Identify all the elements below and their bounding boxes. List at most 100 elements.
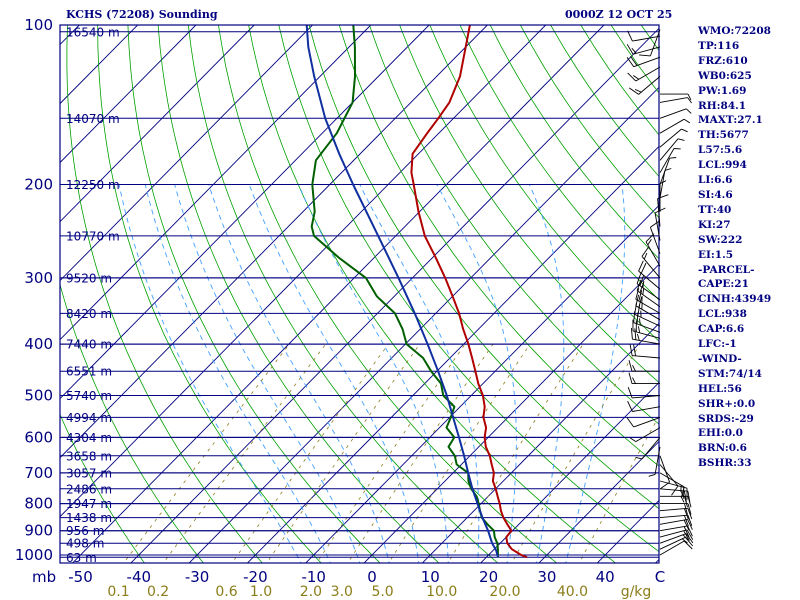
wind-barb [659,518,693,531]
wind-barb [659,108,692,119]
temperature-tick-label: -20 [243,568,268,586]
moist-adiabat [528,184,565,563]
parcel-curve [305,25,499,558]
mixing-ratio-label: 5.0 [371,584,393,600]
index-item: CAP:6.6 [698,323,745,336]
wind-barb [659,128,688,148]
wind-barb [628,372,660,385]
index-item: BRN:0.6 [698,442,747,455]
height-label: 3658 m [66,449,112,463]
wind-barb [627,30,661,42]
dry-adiabat [157,25,440,563]
mixing-ratio-label: 2.0 [300,584,322,600]
isotherm-line [60,25,255,223]
dry-adiabat [489,25,659,260]
wind-barb [659,455,671,490]
mixing-ratio-label: 0.2 [147,584,169,600]
pressure-tick-label: 900 [24,522,53,540]
index-item: KI:27 [698,218,731,231]
wind-barb [659,540,693,556]
index-item: SI:4.6 [698,188,733,201]
temperature-tick-label: 10 [421,568,440,586]
wind-barb [659,157,677,185]
wind-barb [659,529,694,541]
dry-adiabat [459,25,659,301]
wind-barb [649,220,661,254]
index-item: FRZ:610 [698,54,748,67]
wind-barb [635,288,661,314]
isotherm-line [246,145,659,563]
moist-adiabat [436,184,517,563]
mixing-ratio-line [578,415,659,563]
chart-title: KCHS (72208) Sounding [66,8,218,21]
wind-barb [659,514,693,527]
wind-barb [628,360,660,372]
wind-barb [659,118,691,134]
height-label: 8420 m [66,307,112,321]
index-item: HEL:56 [698,382,742,395]
mixing-ratio-line [231,343,389,563]
height-label: 12250 m [66,178,120,192]
height-label: 63 m [66,551,97,565]
wind-barb [626,44,661,55]
pressure-tick-label: 200 [24,176,53,194]
dry-adiabat [60,413,145,563]
wind-barb [659,525,693,537]
mixing-ratio-label: 20.0 [489,584,520,600]
mixing-ratio-label: 0.1 [107,584,129,600]
mixing-ratio-line [316,343,466,563]
mixing-ratio-line [347,343,494,563]
isotherm-line [60,25,488,459]
index-item: STM:74/14 [698,367,762,380]
index-item: LI:6.6 [698,174,733,187]
chart-timestamp: 0000Z 12 OCT 25 [565,8,673,21]
wind-barb [629,344,661,359]
index-item: SHR+:0.0 [698,397,756,410]
pressure-tick-label: 1000 [15,546,53,564]
mixing-ratio-label: 40.0 [557,584,588,600]
index-item: WB0:625 [698,69,752,82]
mixing-ratio-label: 10.0 [426,584,457,600]
index-item: LFC:-1 [698,338,737,351]
wind-barb [660,503,692,515]
wind-barb [630,327,661,345]
index-item: PW:1.69 [698,84,747,97]
wind-barb [632,319,661,339]
height-label: 5740 m [66,389,112,403]
pressure-tick-label: 500 [24,387,53,405]
wind-barb [660,93,692,101]
isotherm-line [363,263,659,563]
wind-barb [659,138,685,161]
height-label: 14070 m [66,112,120,126]
index-item: SRDS:-29 [698,412,754,425]
pressure-tick-label: 300 [24,269,53,287]
isotherm-line [60,25,372,341]
pressure-tick-label: 600 [24,428,53,446]
height-label: 9520 m [66,271,112,285]
wind-barbs [626,29,694,556]
pressure-tick-label: 700 [24,464,53,482]
wind-barb [627,401,661,412]
dry-adiabat [218,25,558,563]
isotherm-line [480,381,659,563]
wind-barb [641,246,661,279]
temperature-tick-label: 0 [367,568,377,586]
mixing-unit-label: g/kg [621,584,652,600]
temperature-tick-label: 40 [596,568,615,586]
index-item: TH:5677 [698,129,749,142]
dry-adiabat [97,25,322,563]
temperature-tick-label: -50 [68,568,93,586]
temperature-tick-label: -30 [185,568,210,586]
wind-barb [638,260,661,290]
stability-indices: WMO:72208 TP:116 FRZ:610 WB0:625 PW:1.69 RH:8… [698,24,771,471]
mixing-ratio-line [511,343,641,563]
pressure-tick-label: 800 [24,495,53,513]
plot-frame [59,24,660,564]
dry-adiabat [127,25,381,563]
index-item: CINH:43949 [698,293,772,306]
temperature-tick-label: 30 [537,568,556,586]
temperature-tick-label: -10 [301,568,326,586]
wind-barb [648,446,661,477]
wind-barb [627,66,661,82]
